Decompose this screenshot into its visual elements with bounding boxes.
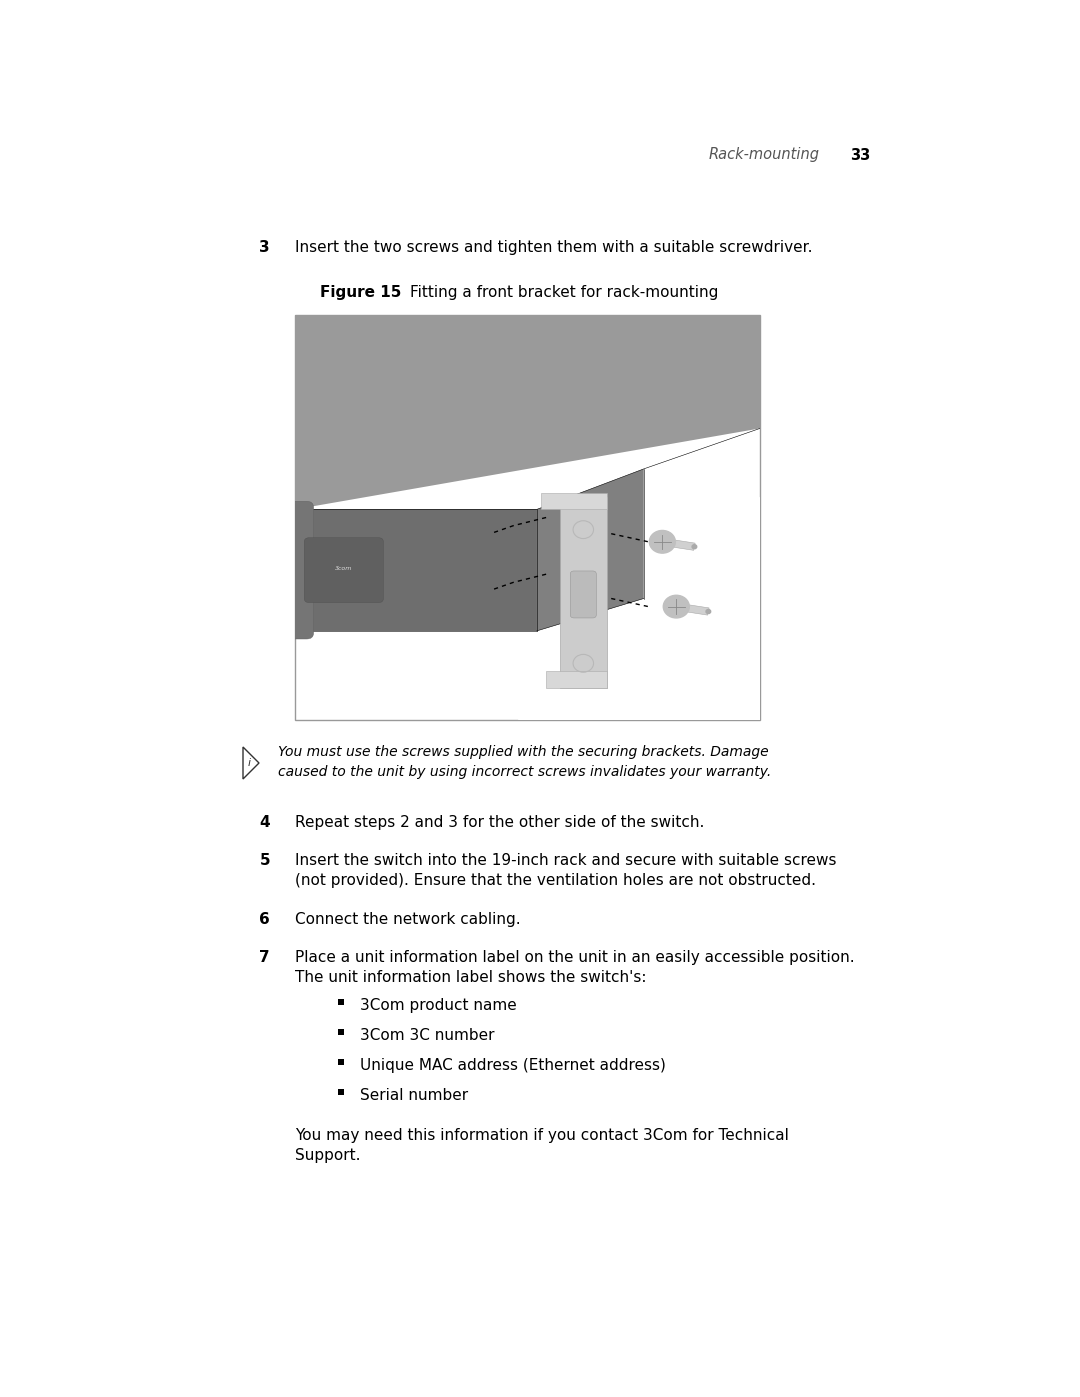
Text: The unit information label shows the switch's:: The unit information label shows the swi… bbox=[295, 970, 647, 985]
Polygon shape bbox=[687, 605, 710, 615]
Text: 3Com product name: 3Com product name bbox=[360, 997, 516, 1013]
FancyBboxPatch shape bbox=[305, 538, 383, 602]
Bar bbox=[338, 1030, 345, 1035]
Circle shape bbox=[692, 545, 697, 549]
Text: caused to the unit by using incorrect screws invalidates your warranty.: caused to the unit by using incorrect sc… bbox=[278, 766, 771, 780]
Circle shape bbox=[649, 531, 675, 553]
Text: 7: 7 bbox=[259, 950, 270, 965]
Text: Fitting a front bracket for rack-mounting: Fitting a front bracket for rack-mountin… bbox=[410, 285, 718, 300]
Text: 3com: 3com bbox=[335, 566, 352, 570]
Bar bbox=[338, 1090, 345, 1095]
Text: 5: 5 bbox=[259, 854, 270, 868]
Text: i: i bbox=[247, 759, 251, 768]
Text: Serial number: Serial number bbox=[360, 1088, 468, 1104]
Polygon shape bbox=[673, 541, 696, 550]
Text: Support.: Support. bbox=[295, 1148, 361, 1162]
Text: Insert the switch into the 19-inch rack and secure with suitable screws: Insert the switch into the 19-inch rack … bbox=[295, 854, 837, 868]
Polygon shape bbox=[561, 497, 607, 687]
FancyBboxPatch shape bbox=[570, 571, 596, 617]
Text: 4: 4 bbox=[259, 814, 270, 830]
Polygon shape bbox=[541, 493, 607, 510]
Polygon shape bbox=[537, 469, 644, 631]
Bar bbox=[295, 314, 760, 719]
Circle shape bbox=[663, 595, 689, 617]
Text: 3Com 3C number: 3Com 3C number bbox=[360, 1028, 495, 1044]
Text: 3: 3 bbox=[259, 240, 270, 256]
Polygon shape bbox=[295, 314, 760, 510]
Text: Unique MAC address (Ethernet address): Unique MAC address (Ethernet address) bbox=[360, 1058, 666, 1073]
Bar bbox=[338, 1059, 345, 1065]
Polygon shape bbox=[546, 672, 607, 687]
Text: Rack-mounting: Rack-mounting bbox=[708, 148, 820, 162]
Text: You may need this information if you contact 3Com for Technical: You may need this information if you con… bbox=[295, 1127, 788, 1143]
Polygon shape bbox=[295, 510, 537, 631]
Text: Figure 15: Figure 15 bbox=[320, 285, 402, 300]
Bar bbox=[338, 999, 345, 1004]
Text: Place a unit information label on the unit in an easily accessible position.: Place a unit information label on the un… bbox=[295, 950, 854, 965]
Text: You must use the screws supplied with the securing brackets. Damage: You must use the screws supplied with th… bbox=[278, 745, 769, 759]
Polygon shape bbox=[518, 469, 760, 719]
Text: Insert the two screws and tighten them with a suitable screwdriver.: Insert the two screws and tighten them w… bbox=[295, 240, 812, 256]
Text: Connect the network cabling.: Connect the network cabling. bbox=[295, 912, 521, 928]
FancyBboxPatch shape bbox=[286, 502, 313, 638]
Text: (not provided). Ensure that the ventilation holes are not obstructed.: (not provided). Ensure that the ventilat… bbox=[295, 873, 816, 888]
Text: 33: 33 bbox=[850, 148, 870, 162]
Text: Repeat steps 2 and 3 for the other side of the switch.: Repeat steps 2 and 3 for the other side … bbox=[295, 814, 704, 830]
Text: 6: 6 bbox=[259, 912, 270, 928]
Circle shape bbox=[706, 609, 711, 613]
